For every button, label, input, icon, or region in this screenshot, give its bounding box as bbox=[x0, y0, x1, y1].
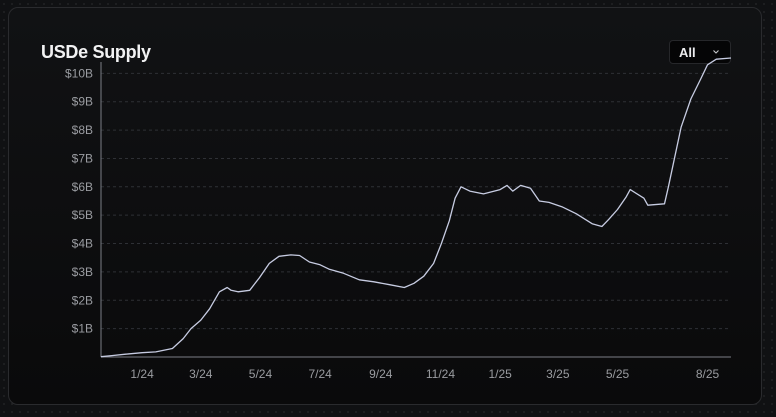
x-tick-label: 8/25 bbox=[696, 367, 720, 381]
series-group bbox=[100, 57, 732, 358]
time-range-select[interactable]: All bbox=[669, 40, 731, 64]
x-tick-label: 3/24 bbox=[189, 367, 213, 381]
series-line-0 bbox=[100, 57, 732, 358]
y-tick-label: $9B bbox=[72, 95, 93, 109]
y-tick-label: $2B bbox=[72, 293, 93, 307]
chevron-down-icon bbox=[713, 50, 719, 54]
y-tick-label: $6B bbox=[72, 180, 93, 194]
y-tick-label: $4B bbox=[72, 237, 93, 251]
y-tick-label: $8B bbox=[72, 123, 93, 137]
y-tick-label: $7B bbox=[72, 151, 93, 165]
axes bbox=[100, 62, 731, 358]
x-axis-ticks: 1/24 3/24 5/24 7/24 9/24 11/24 1/25 3/25 5/25 8/2… bbox=[130, 367, 719, 381]
grid-lines bbox=[101, 72, 731, 330]
time-range-value: All bbox=[679, 45, 696, 60]
y-axis-ticks: $1B $2B $3B $4B $5B $6B $7B $8B $9B $10B bbox=[65, 66, 93, 335]
x-tick-label: 1/24 bbox=[130, 367, 154, 381]
x-tick-label: 1/25 bbox=[488, 367, 512, 381]
chart-title: USDe Supply bbox=[41, 42, 151, 62]
x-tick-label: 3/25 bbox=[546, 367, 570, 381]
x-tick-label: 11/24 bbox=[426, 367, 455, 381]
x-tick-label: 9/24 bbox=[369, 367, 393, 381]
y-tick-label: $3B bbox=[72, 265, 93, 279]
x-tick-label: 5/25 bbox=[606, 367, 630, 381]
y-tick-label: $1B bbox=[72, 322, 93, 336]
y-tick-label: $10B bbox=[65, 66, 93, 80]
x-tick-label: 7/24 bbox=[308, 367, 332, 381]
y-tick-label: $5B bbox=[72, 208, 93, 222]
x-tick-label: 5/24 bbox=[249, 367, 273, 381]
